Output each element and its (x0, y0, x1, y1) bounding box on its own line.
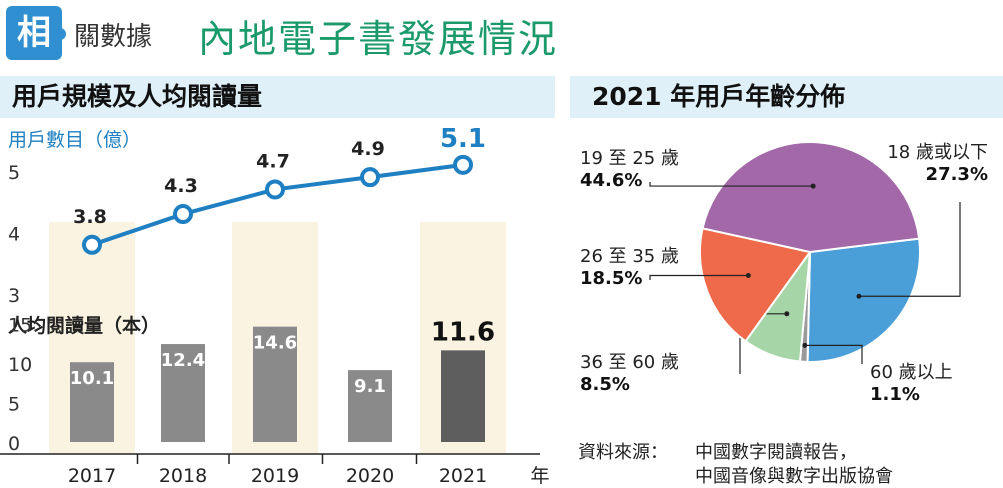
users-value-label-2018: 4.3 (164, 175, 198, 197)
pie-leader-line-4 (649, 182, 814, 187)
pie-label-1: 60 歲以上 (870, 362, 953, 383)
line-y-tick: 5 (8, 162, 20, 184)
pie-leader-dot-1 (802, 342, 808, 348)
users-point-2017 (82, 234, 102, 255)
pie-pct-label-1: 1.1% (870, 384, 920, 405)
users-line-chart: 用戶數目（億） 3 4 5 3.8 4.3 4.7 4.9 5.1 (8, 124, 486, 307)
pie-label-4: 19 至 25 歲 (580, 148, 679, 169)
bar-y-tick: 0 (8, 433, 20, 455)
bar-y-tick: 5 (8, 394, 20, 416)
bar-y-tick: 15 (8, 315, 32, 337)
bar-x-axis-label: 年 (530, 465, 549, 487)
pie-pct-label-3: 18.5% (580, 268, 642, 289)
bar-x-label-2018: 2018 (159, 465, 207, 487)
pie-leader-line-3 (649, 274, 749, 280)
bar-x-label-2019: 2019 (251, 465, 299, 487)
bar-x-label-2020: 2020 (346, 465, 394, 487)
users-point-2019 (265, 179, 285, 200)
bar-value-label-2020: 9.1 (354, 376, 386, 397)
pie-pct-label-4: 44.6% (580, 170, 642, 191)
line-y-tick: 3 (8, 285, 20, 307)
pie-pct-label-2: 8.5% (580, 374, 630, 395)
pie-pct-label-0: 27.3% (926, 164, 988, 185)
bar-2017 (70, 362, 114, 442)
source-line-2: 中國音像與數字出版協會 (695, 466, 893, 487)
bar-y-tick: 10 (8, 354, 32, 376)
bar-x-label-2017: 2017 (68, 465, 116, 487)
topic-label: 關數據 (74, 22, 153, 52)
users-value-label-2021: 5.1 (440, 124, 486, 154)
bar-chart-ylabel: 人均閱讀量（本） (8, 314, 160, 337)
right-section-title: 2021 年用戶年齡分佈 (570, 76, 1003, 118)
users-point-2018 (173, 204, 193, 225)
page-title: 內地電子書發展情況 (198, 17, 559, 61)
badge-notch (56, 28, 66, 40)
bar-value-label-2019: 14.6 (253, 333, 297, 354)
pie-leader-line-1 (804, 344, 863, 364)
line-y-tick: 4 (8, 224, 20, 246)
source-label: 資料來源： (578, 442, 668, 463)
pie-label-3: 26 至 35 歲 (580, 246, 679, 267)
bar-x-label-2021: 2021 (439, 465, 487, 487)
topic-badge: 相 (6, 6, 62, 60)
bar-value-label-2021: 11.6 (431, 317, 495, 347)
left-section-title: 用戶規模及人均閱讀量 (0, 76, 555, 118)
pie-slice-3 (699, 227, 812, 343)
pie-leader-line-0 (858, 202, 961, 297)
bar-value-label-2017: 10.1 (70, 368, 114, 389)
reading-bar-chart: 人均閱讀量（本） 0 5 10 15 10.1 12.4 14.6 9.1 11.6 2017 201… (0, 314, 550, 487)
users-value-label-2019: 4.7 (256, 150, 290, 172)
pie-slice-0 (806, 237, 921, 363)
pie-label-0: 18 歲或以下 (887, 142, 988, 163)
line-chart-ylabel: 用戶數目（億） (8, 129, 141, 151)
users-value-label-2020: 4.9 (351, 138, 385, 160)
bar-2021 (441, 350, 485, 442)
source-line-1: 中國數字閱讀報告， (695, 442, 857, 463)
bar-2018 (161, 344, 205, 442)
users-point-2020 (360, 167, 380, 188)
users-value-label-2017: 3.8 (73, 206, 107, 228)
left-charts: 用戶數目（億） 3 4 5 3.8 4.3 4.7 4.9 5.1 人均閱讀量（本） 0 5 10 15… (0, 124, 550, 487)
users-point-2021 (453, 154, 473, 175)
bar-2019 (253, 326, 297, 442)
pie-label-2: 36 至 60 歲 (580, 352, 679, 373)
bar-2020 (348, 370, 392, 442)
bar-value-label-2018: 12.4 (161, 350, 205, 371)
pie-slice-4 (701, 141, 921, 254)
